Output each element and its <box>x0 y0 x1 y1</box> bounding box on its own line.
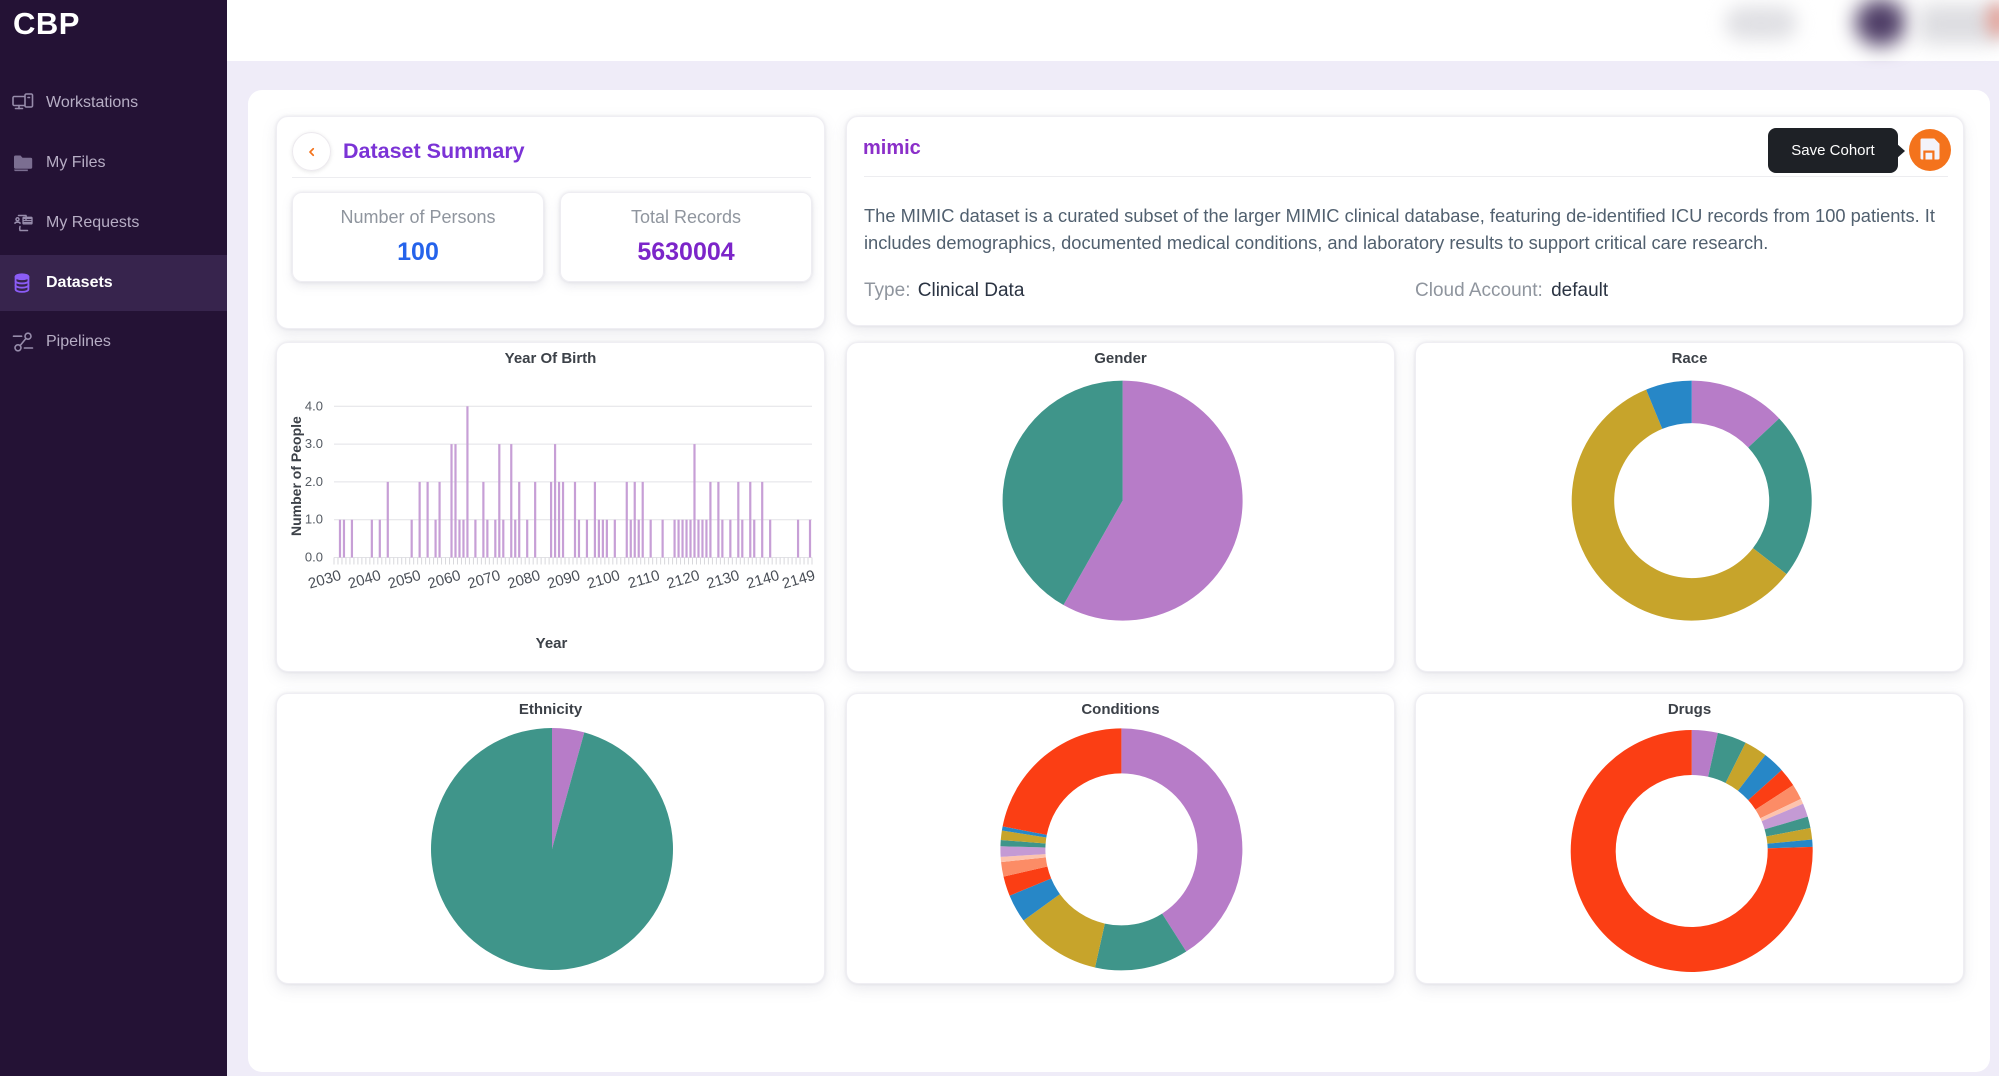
svg-text:2090: 2090 <box>545 567 582 593</box>
svg-text:2100: 2100 <box>585 567 622 593</box>
svg-text:3.0: 3.0 <box>305 436 323 451</box>
svg-text:2040: 2040 <box>346 567 383 593</box>
svg-text:2120: 2120 <box>665 567 702 593</box>
svg-text:2140: 2140 <box>745 567 782 593</box>
svg-text:2060: 2060 <box>426 567 463 593</box>
svg-text:2.0: 2.0 <box>305 474 323 489</box>
svg-text:0.0: 0.0 <box>305 550 323 565</box>
svg-text:4.0: 4.0 <box>305 398 323 413</box>
svg-text:2070: 2070 <box>466 567 503 593</box>
svg-text:2030: 2030 <box>306 567 343 593</box>
svg-text:2080: 2080 <box>506 567 543 593</box>
svg-text:2050: 2050 <box>386 567 423 593</box>
svg-text:2110: 2110 <box>626 567 662 592</box>
svg-text:2149: 2149 <box>780 567 817 593</box>
svg-text:1.0: 1.0 <box>305 512 323 527</box>
svg-text:2130: 2130 <box>705 567 742 593</box>
